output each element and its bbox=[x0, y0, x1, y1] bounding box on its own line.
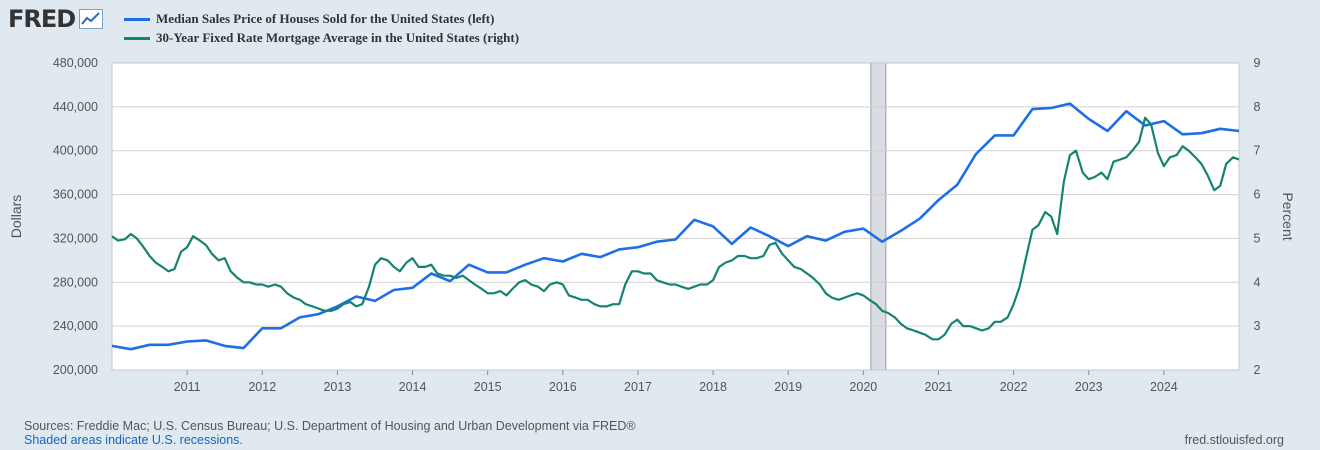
x-tick-label: 2017 bbox=[624, 380, 652, 394]
legend-label-median-price: Median Sales Price of Houses Sold for th… bbox=[156, 11, 495, 26]
x-tick-label: 2022 bbox=[1000, 380, 1028, 394]
right-tick-label: 4 bbox=[1254, 275, 1261, 289]
left-tick-label: 240,000 bbox=[53, 319, 98, 333]
plot-area bbox=[112, 63, 1239, 370]
x-tick-label: 2016 bbox=[549, 380, 577, 394]
recession-band bbox=[870, 62, 887, 371]
sources-note: Sources: Freddie Mac; U.S. Census Bureau… bbox=[24, 419, 636, 433]
right-axis-title: Percent bbox=[1280, 192, 1296, 240]
right-tick-label: 5 bbox=[1254, 231, 1261, 245]
x-tick-label: 2019 bbox=[774, 380, 802, 394]
x-tick-label: 2024 bbox=[1150, 380, 1178, 394]
legend-item-mortgage-rate[interactable]: 30-Year Fixed Rate Mortgage Average in t… bbox=[124, 30, 519, 46]
left-tick-label: 400,000 bbox=[53, 144, 98, 158]
x-tick-label: 2020 bbox=[849, 380, 877, 394]
legend-swatch-mortgage-rate bbox=[124, 36, 150, 40]
right-tick-label: 9 bbox=[1254, 56, 1261, 70]
left-axis-title: Dollars bbox=[8, 195, 24, 239]
x-tick-label: 2021 bbox=[925, 380, 953, 394]
x-tick-label: 2012 bbox=[248, 380, 276, 394]
left-tick-label: 480,000 bbox=[53, 56, 98, 70]
right-tick-label: 8 bbox=[1254, 100, 1261, 114]
right-tick-label: 7 bbox=[1254, 144, 1261, 158]
plot-border bbox=[111, 62, 1240, 371]
recessions-note[interactable]: Shaded areas indicate U.S. recessions. bbox=[24, 433, 243, 447]
left-tick-label: 280,000 bbox=[53, 275, 98, 289]
right-tick-label: 2 bbox=[1254, 363, 1261, 377]
series-line-mortgage-rate bbox=[111, 116, 1240, 341]
series-line-median-price bbox=[111, 102, 1240, 351]
x-tick-label: 2013 bbox=[323, 380, 351, 394]
left-tick-label: 440,000 bbox=[53, 100, 98, 114]
fred-logo[interactable]: FRED bbox=[8, 5, 104, 33]
fred-logo-text: FRED bbox=[8, 5, 76, 33]
x-tick-label: 2018 bbox=[699, 380, 727, 394]
line-chart-icon bbox=[79, 9, 104, 29]
left-tick-label: 200,000 bbox=[53, 363, 98, 377]
x-tick-label: 2023 bbox=[1075, 380, 1103, 394]
fred-url[interactable]: fred.stlouisfed.org bbox=[1184, 433, 1284, 447]
right-tick-label: 6 bbox=[1254, 188, 1261, 202]
x-tick-label: 2015 bbox=[474, 380, 502, 394]
x-tick-label: 2011 bbox=[174, 380, 201, 394]
legend-swatch-median-price bbox=[124, 17, 150, 21]
legend-item-median-price[interactable]: Median Sales Price of Houses Sold for th… bbox=[124, 11, 494, 27]
right-tick-label: 3 bbox=[1254, 319, 1261, 333]
x-tick-label: 2014 bbox=[399, 380, 427, 394]
legend-label-mortgage-rate: 30-Year Fixed Rate Mortgage Average in t… bbox=[156, 30, 520, 45]
left-tick-label: 320,000 bbox=[53, 231, 98, 245]
left-tick-label: 360,000 bbox=[53, 188, 98, 202]
